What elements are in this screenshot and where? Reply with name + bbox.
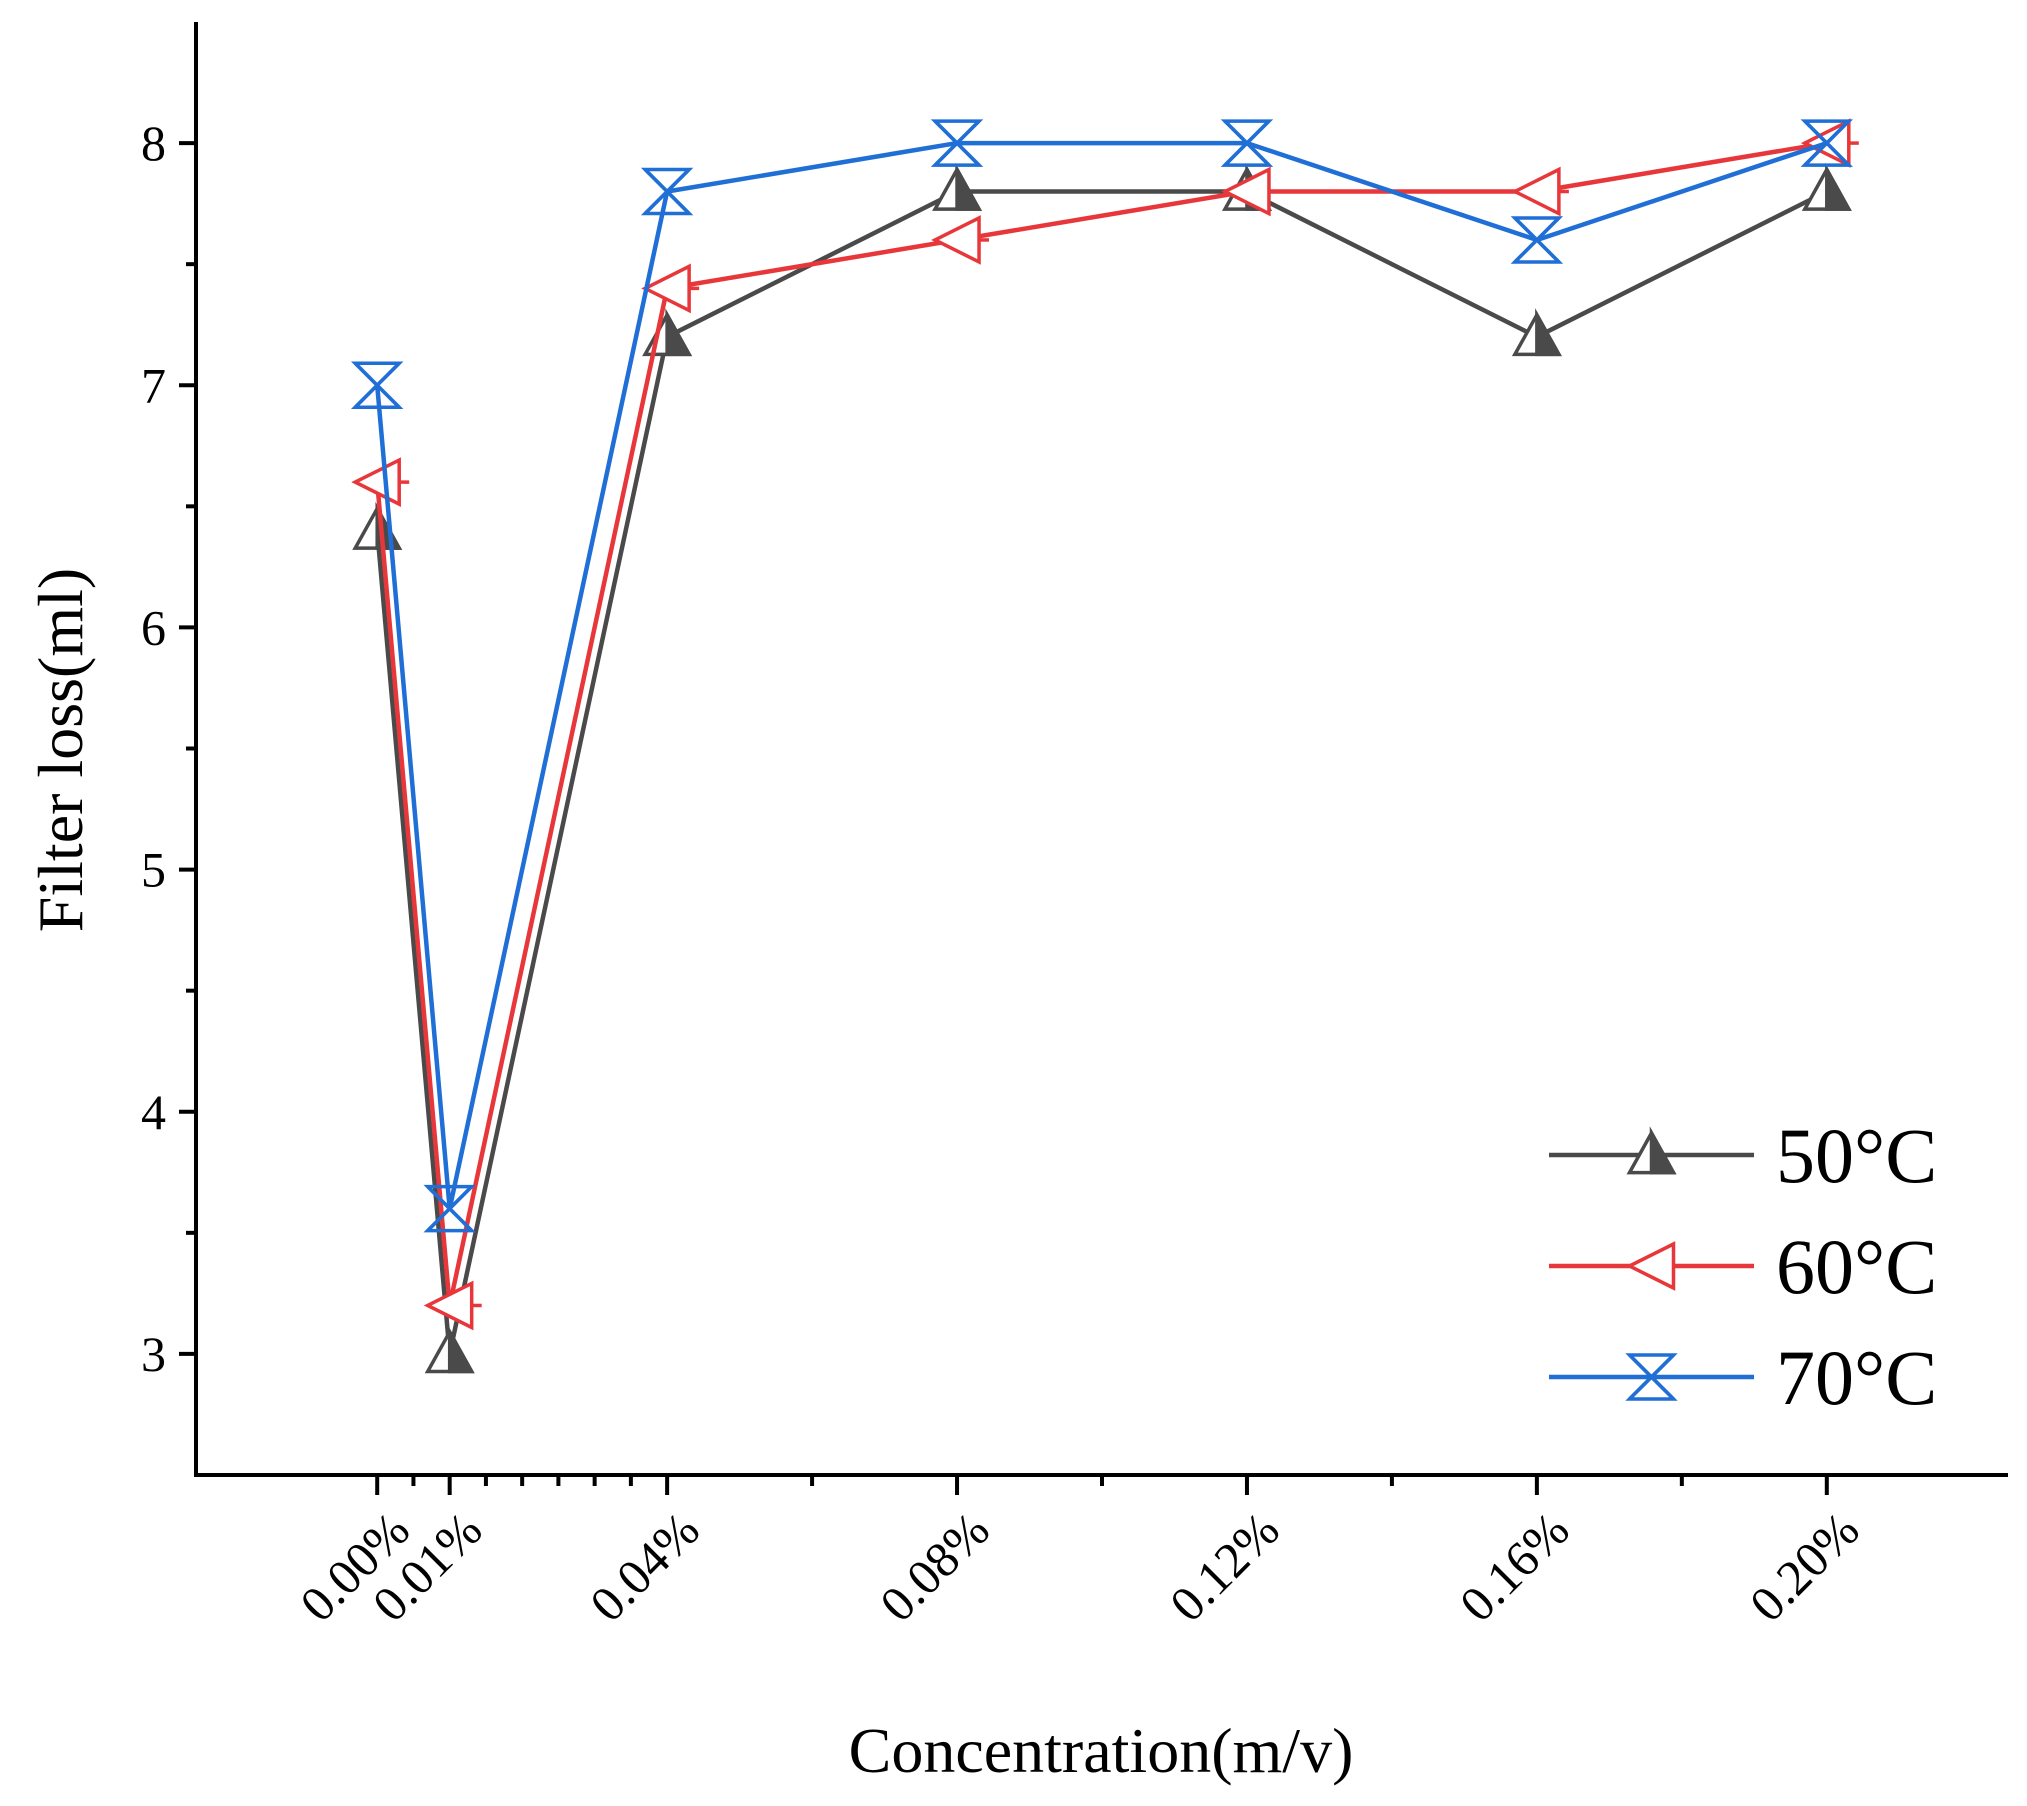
data-point-marker bbox=[423, 1280, 482, 1331]
y-tick-label: 7 bbox=[141, 357, 166, 413]
series-70°C bbox=[350, 119, 1854, 1233]
legend-item: 50°C bbox=[1549, 1112, 1937, 1199]
data-point-marker bbox=[932, 162, 983, 211]
legend: 50°C 60°C 70°C bbox=[1549, 1112, 1937, 1421]
y-tick-label: 4 bbox=[141, 1084, 166, 1140]
data-point-marker bbox=[1511, 308, 1562, 357]
x-axis-title: Concentration(m/v) bbox=[849, 1715, 1354, 1786]
series-60°C bbox=[351, 118, 1859, 1331]
data-point-marker bbox=[1220, 119, 1274, 167]
legend-item: 70°C bbox=[1549, 1334, 1937, 1421]
data-point-marker bbox=[1221, 166, 1279, 217]
y-tick-label: 6 bbox=[141, 599, 166, 655]
data-point-marker bbox=[930, 119, 984, 167]
data-point-marker bbox=[642, 308, 693, 357]
legend-marker bbox=[1625, 1353, 1678, 1401]
data-point-marker bbox=[1510, 216, 1564, 264]
y-tick-label: 3 bbox=[141, 1326, 166, 1382]
x-tick-label: 0.08% bbox=[869, 1501, 1000, 1632]
axes bbox=[194, 22, 2008, 1477]
data-point-marker bbox=[640, 167, 694, 216]
data-point-marker bbox=[641, 263, 700, 314]
data-point-marker bbox=[1800, 119, 1854, 167]
y-tick-label: 5 bbox=[141, 842, 166, 898]
x-tick-label: 0.04% bbox=[579, 1501, 710, 1632]
legend-label: 70°C bbox=[1776, 1334, 1937, 1421]
series-line bbox=[374, 140, 1828, 1308]
legend-item: 60°C bbox=[1549, 1223, 1937, 1310]
data-point-marker bbox=[350, 361, 404, 409]
data-point-marker bbox=[1801, 162, 1852, 211]
y-axis-title: Filter loss(ml) bbox=[25, 568, 96, 932]
x-tick-label: 0.12% bbox=[1159, 1501, 1290, 1632]
data-point-marker bbox=[423, 1184, 476, 1233]
series-lines bbox=[350, 118, 1859, 1374]
data-point-marker bbox=[931, 215, 990, 265]
x-tick-label: 0.20% bbox=[1739, 1501, 1870, 1632]
series-line bbox=[374, 189, 1828, 1357]
series-50°C bbox=[352, 162, 1852, 1374]
data-point-marker bbox=[1510, 166, 1569, 217]
legend-label: 50°C bbox=[1776, 1112, 1937, 1199]
data-point-marker bbox=[424, 1325, 475, 1374]
legend-marker bbox=[1626, 1126, 1677, 1175]
y-tick-label: 8 bbox=[141, 115, 166, 171]
legend-label: 60°C bbox=[1776, 1223, 1937, 1310]
legend-marker bbox=[1625, 1241, 1684, 1291]
x-tick-label: 0.16% bbox=[1449, 1501, 1580, 1632]
